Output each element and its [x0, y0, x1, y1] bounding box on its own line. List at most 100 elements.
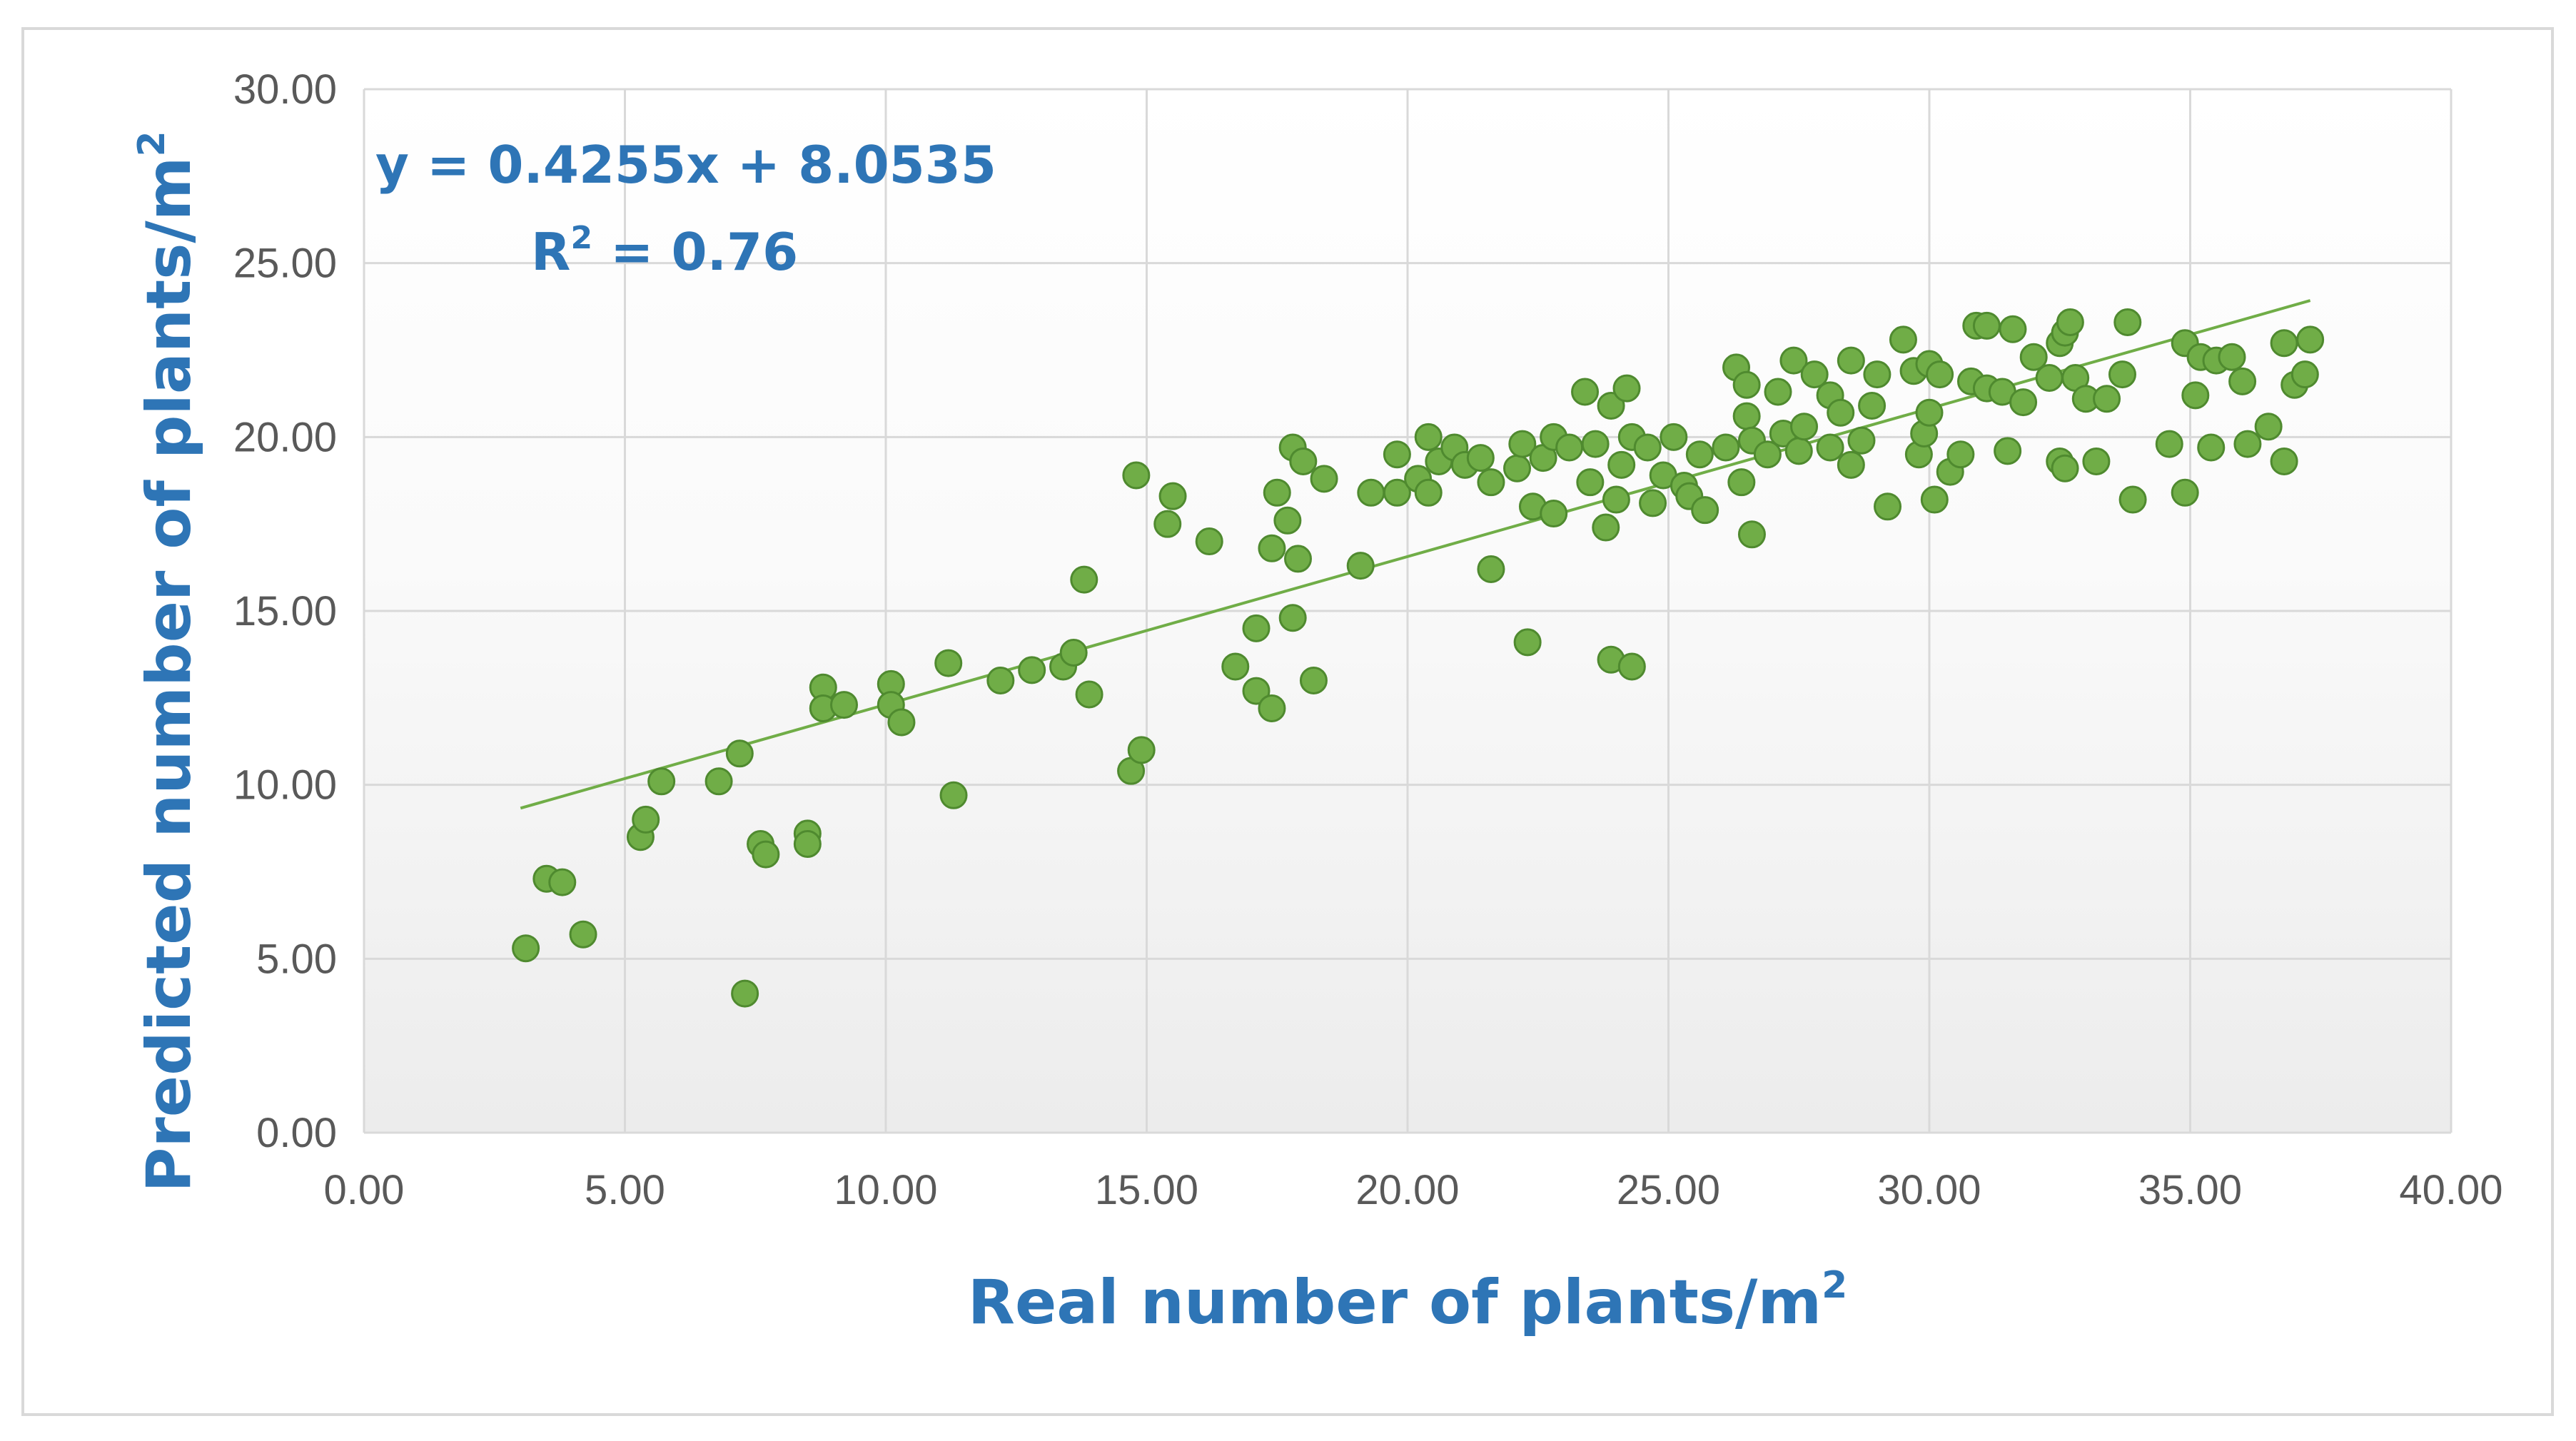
x-tick-label: 20.00	[1355, 1167, 1459, 1213]
data-point	[2270, 447, 2298, 475]
y-tick-label: 20.00	[233, 414, 337, 460]
data-point	[1466, 444, 1495, 472]
data-point	[2035, 363, 2064, 392]
y-axis-title: Predicted number of plants/m2	[131, 131, 205, 1192]
data-point	[1581, 430, 1610, 458]
data-point	[793, 830, 822, 859]
data-point	[1070, 565, 1098, 594]
data-point	[939, 781, 968, 809]
data-point	[2009, 388, 2038, 417]
chart-frame: 0.00 5.00 10.00 15.00 20.00 25.00 30.00 35.00 40…	[21, 27, 2554, 1416]
data-point	[1837, 450, 1865, 479]
data-point	[1602, 485, 1630, 514]
x-tick-label: 30.00	[1877, 1167, 1981, 1213]
data-point	[1874, 492, 1902, 521]
y-tick-label: 15.00	[233, 588, 337, 634]
data-point	[2290, 360, 2319, 389]
data-point	[1075, 680, 1103, 709]
x-tick-label: 10.00	[834, 1167, 937, 1213]
regression-equation: y = 0.4255x + 8.0535	[375, 135, 996, 195]
data-point	[1242, 614, 1271, 642]
data-point	[512, 934, 540, 963]
data-point	[1310, 465, 1338, 493]
data-point	[2155, 430, 2183, 458]
tick-labels: 0.00 5.00 10.00 15.00 20.00 25.00 30.00 35.00 40…	[233, 66, 2503, 1213]
data-point	[2082, 447, 2111, 475]
data-point	[1555, 433, 1584, 462]
data-point	[1863, 360, 1891, 389]
data-point	[1926, 360, 1954, 389]
data-point	[1540, 500, 1568, 528]
data-point	[1732, 370, 1761, 399]
data-point	[2019, 343, 2048, 371]
data-point	[830, 691, 859, 719]
r-squared-label: R2 = 0.76	[531, 220, 798, 282]
y-tick-label: 30.00	[233, 66, 337, 113]
x-tick-label: 5.00	[585, 1167, 665, 1213]
data-point	[1258, 694, 1286, 722]
data-point	[2051, 454, 2079, 482]
data-point	[1383, 478, 1411, 507]
data-point	[2218, 343, 2246, 371]
y-tick-label: 10.00	[233, 762, 337, 809]
data-point	[1571, 378, 1600, 406]
x-tick-label: 15.00	[1095, 1167, 1198, 1213]
data-point	[731, 979, 759, 1008]
data-point	[1800, 360, 1829, 389]
data-point	[1858, 391, 1886, 420]
data-point	[1920, 485, 1949, 514]
data-point	[647, 767, 676, 796]
data-point	[1158, 482, 1187, 510]
data-point	[2197, 433, 2226, 462]
data-point	[2171, 478, 2199, 507]
data-point	[1346, 552, 1375, 580]
data-point	[1477, 555, 1505, 584]
data-point	[1915, 398, 1944, 427]
data-point	[569, 920, 597, 949]
y-tick-label: 0.00	[256, 1110, 337, 1156]
r2-superscript: 2	[570, 220, 592, 256]
data-point	[1195, 527, 1223, 556]
data-point	[2270, 329, 2298, 358]
data-point	[2056, 308, 2084, 337]
data-point	[1889, 325, 1917, 354]
data-point	[752, 840, 780, 869]
data-point	[1764, 378, 1792, 406]
data-point	[2254, 413, 2283, 441]
data-point	[1018, 656, 1046, 684]
r2-letter: R	[531, 222, 570, 282]
data-point	[548, 868, 577, 896]
data-point	[1576, 468, 1605, 497]
data-point	[1737, 520, 1766, 549]
x-tick-label: 25.00	[1617, 1167, 1720, 1213]
data-point	[1477, 468, 1505, 497]
x-axis-title: Real number of plants/m2	[968, 1264, 1848, 1338]
data-point	[1153, 510, 1182, 538]
data-point	[1999, 315, 2027, 343]
data-point	[1727, 468, 1756, 497]
data-point	[1508, 430, 1537, 458]
data-point	[1597, 391, 1625, 420]
data-point	[1691, 496, 1719, 525]
data-point	[2093, 385, 2121, 413]
data-point	[1221, 652, 1250, 681]
data-point	[2296, 325, 2325, 354]
data-point	[1612, 374, 1641, 403]
data-point	[1790, 413, 1819, 441]
y-tick-label: 25.00	[233, 241, 337, 287]
scatter-chart: 0.00 5.00 10.00 15.00 20.00 25.00 30.00 35.00 40…	[131, 66, 2503, 1338]
data-point	[1592, 513, 1620, 542]
data-point	[704, 767, 733, 796]
data-point	[986, 666, 1015, 694]
data-point	[1127, 736, 1156, 764]
x-axis-title-text: Real number of plants/m	[968, 1267, 1822, 1338]
data-point	[1753, 440, 1782, 469]
data-point	[1779, 346, 1808, 375]
data-point	[1503, 454, 1532, 482]
data-point	[2113, 308, 2142, 337]
data-point	[1816, 433, 1844, 462]
data-point	[1289, 447, 1318, 475]
data-point	[1059, 638, 1088, 667]
data-point	[1299, 666, 1328, 694]
data-point	[1972, 311, 2001, 340]
